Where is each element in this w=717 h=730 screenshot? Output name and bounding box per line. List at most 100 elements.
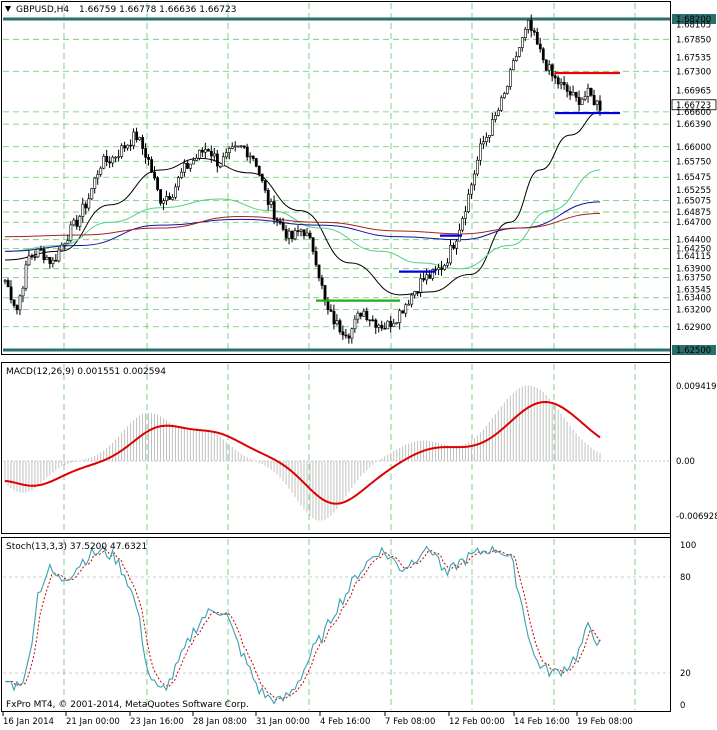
candle-body (284, 229, 288, 239)
candle-body (72, 219, 76, 226)
candle-body (90, 188, 94, 200)
candle-body (410, 294, 414, 305)
candle-body (356, 312, 360, 320)
candle-body (39, 248, 43, 251)
candle-body (221, 156, 225, 167)
stoch-axis-label: 20 (680, 669, 691, 679)
candle-body (422, 278, 426, 281)
candle-body (509, 69, 512, 87)
candle-body (186, 162, 189, 169)
chart-header-arrow-icon (5, 6, 11, 12)
candle-body (126, 144, 130, 149)
price-label: 1.63900 (676, 265, 711, 275)
candle-body (556, 77, 560, 85)
price-tag (672, 14, 716, 24)
candle-body (114, 156, 118, 159)
candle-body (290, 230, 294, 240)
candle-body (21, 287, 25, 297)
candle-body (233, 145, 237, 148)
price-label: 1.64115 (676, 252, 711, 262)
candle-body (132, 131, 136, 147)
candle-body (33, 256, 37, 259)
price-label: 1.64250 (676, 244, 711, 254)
candle-body (171, 197, 174, 200)
candle-body (63, 243, 67, 246)
time-label: 16 Jan 2014 (3, 717, 54, 727)
candle-body (111, 156, 115, 164)
candle-body (204, 149, 207, 153)
time-label: 23 Jan 16:00 (130, 717, 184, 727)
candle-body (437, 267, 441, 270)
macd-axis-label: 0.00 (676, 457, 695, 467)
candle-body (523, 29, 527, 38)
candle-body (212, 153, 216, 157)
candle-body (497, 109, 500, 116)
candle-body (583, 96, 587, 100)
stochastic-indicator: 100 80 20 0 (3, 541, 696, 711)
candle-body (464, 211, 467, 219)
candle-body (275, 219, 279, 222)
candle-body (272, 201, 276, 220)
candle-body (332, 311, 336, 325)
candle-body (511, 60, 515, 71)
candle-body (266, 189, 270, 205)
candle-body (532, 30, 536, 33)
candle-body (341, 331, 345, 336)
candle-body (138, 137, 142, 141)
time-label: 21 Jan 00:00 (66, 717, 120, 727)
candle-body (78, 216, 82, 227)
stoch-axis-label: 0 (680, 701, 685, 711)
candle-body (467, 193, 470, 212)
candle-body (535, 31, 539, 45)
candle-body (239, 145, 243, 148)
candle-body (66, 240, 70, 244)
price-panel[interactable] (1, 1, 671, 355)
candle-body (102, 155, 106, 169)
candle-body (123, 145, 127, 149)
candle-body (177, 177, 180, 188)
candle-body (207, 149, 210, 152)
candle-body (6, 280, 10, 288)
candle-body (559, 82, 563, 85)
candle-body (15, 305, 19, 311)
time-label: 19 Feb 08:00 (577, 717, 633, 727)
ma-green (4, 169, 601, 270)
candle-body (242, 145, 246, 148)
candle-body (586, 87, 590, 97)
candle-body (598, 100, 602, 111)
candle-body (455, 240, 458, 249)
candle-body (541, 48, 545, 61)
candle-body (595, 100, 599, 105)
candle-body (580, 98, 584, 105)
copyright-watermark: FxPro MT4, © 2001-2014, MetaQuotes Softw… (6, 700, 249, 710)
price-label: 1.65075 (676, 196, 711, 206)
candle-body (57, 249, 61, 262)
price-label: 1.66965 (676, 87, 711, 97)
candle-body (30, 255, 34, 258)
candle-body (12, 299, 16, 306)
current-price-tag (671, 99, 717, 111)
stoch-axis-label: 100 (680, 541, 696, 551)
candle-body (395, 322, 399, 324)
price-label: 1.66723 (676, 101, 711, 111)
price-label: 1.62900 (676, 323, 711, 333)
candle-body (24, 264, 28, 289)
candle-body (248, 155, 252, 158)
candle-body (159, 189, 162, 204)
candle-body (500, 97, 503, 111)
candle-body (434, 269, 438, 271)
candle-body (338, 320, 342, 333)
candle-body (168, 196, 171, 200)
time-label: 28 Jan 08:00 (193, 717, 247, 727)
price-label: 1.63750 (676, 273, 711, 283)
candle-body (120, 145, 124, 157)
macd-axis-label: 0.009419 (676, 382, 717, 392)
candle-body (129, 144, 133, 147)
candle-body (374, 319, 378, 328)
price-label: 1.62500 (676, 346, 711, 356)
price-label: 1.64400 (676, 236, 711, 246)
stoch-panel[interactable] (1, 537, 671, 712)
candle-body (108, 161, 112, 164)
chart-header-symbol: GBPUSD,H4 (16, 5, 69, 15)
